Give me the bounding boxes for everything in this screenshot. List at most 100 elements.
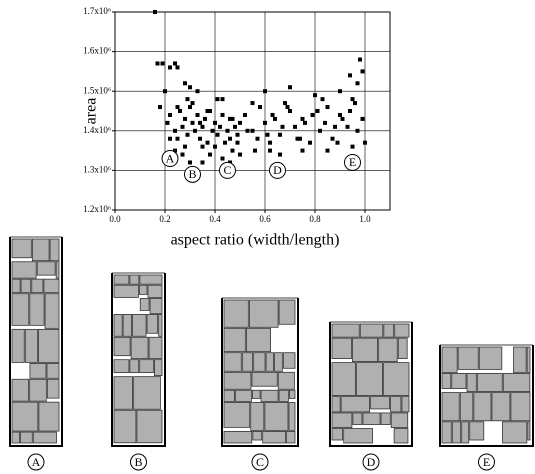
module	[32, 431, 57, 444]
point	[355, 128, 360, 133]
point	[220, 112, 225, 117]
point	[198, 136, 202, 141]
annotation-circle	[161, 150, 179, 168]
point	[338, 89, 342, 94]
point	[155, 61, 160, 66]
point	[258, 105, 262, 110]
module	[136, 409, 163, 444]
module	[46, 378, 60, 399]
point	[313, 93, 317, 98]
y-tick-label: 1.3x10⁶	[83, 164, 111, 174]
module	[352, 337, 379, 363]
point	[163, 89, 167, 94]
module	[235, 389, 252, 402]
module	[397, 337, 408, 360]
point	[283, 101, 287, 106]
point	[200, 124, 205, 129]
module	[29, 378, 47, 402]
module	[139, 359, 154, 374]
module	[223, 371, 252, 390]
point	[363, 140, 367, 145]
module	[370, 396, 390, 410]
point	[238, 152, 242, 157]
module	[362, 412, 381, 425]
point	[340, 116, 345, 121]
point	[193, 128, 197, 133]
module	[253, 352, 266, 372]
module	[113, 336, 131, 357]
module	[401, 396, 410, 413]
point	[345, 124, 350, 129]
point	[203, 116, 207, 121]
module	[11, 238, 32, 259]
module	[476, 372, 503, 392]
annotation-circle	[344, 153, 361, 171]
x-tick-label: 0.4	[209, 214, 221, 224]
module	[241, 352, 254, 372]
point	[308, 140, 312, 145]
annotation: B	[188, 167, 196, 181]
module	[380, 412, 391, 425]
point	[188, 85, 192, 90]
module	[49, 238, 60, 262]
point	[315, 109, 320, 113]
point	[188, 105, 192, 110]
module	[133, 376, 161, 410]
module	[29, 363, 47, 379]
point	[220, 156, 225, 161]
module	[223, 352, 242, 372]
point	[228, 136, 232, 141]
module	[441, 392, 460, 422]
point	[353, 101, 357, 106]
point	[288, 85, 292, 90]
module	[383, 362, 410, 396]
y-axis-label: area	[83, 98, 100, 125]
module	[122, 314, 132, 337]
point	[278, 132, 282, 137]
module	[394, 323, 410, 338]
point	[200, 144, 205, 149]
point	[298, 136, 302, 141]
annotation: E	[349, 155, 356, 169]
module	[527, 421, 531, 441]
x-tick-label: 0.0	[109, 214, 121, 224]
label-circle	[478, 453, 495, 471]
module	[130, 336, 149, 360]
point	[195, 89, 200, 94]
point	[348, 109, 352, 113]
point	[270, 112, 275, 117]
point	[278, 152, 282, 157]
point	[183, 81, 187, 86]
module	[286, 430, 296, 444]
module	[441, 372, 452, 389]
point	[250, 101, 255, 106]
module	[248, 299, 279, 328]
module	[510, 392, 531, 422]
point	[355, 81, 360, 86]
floorplan-outline	[439, 345, 534, 447]
module	[288, 389, 296, 399]
annotation-circle	[184, 165, 201, 183]
module	[331, 362, 356, 396]
module	[158, 314, 163, 337]
point	[228, 116, 232, 121]
module	[223, 402, 251, 428]
point	[180, 124, 185, 129]
point	[285, 105, 290, 110]
module	[274, 352, 283, 372]
point	[268, 140, 272, 145]
module	[513, 346, 527, 373]
floorplan-outline	[9, 237, 63, 447]
module	[250, 402, 265, 431]
module	[262, 430, 287, 444]
annotation: A	[166, 151, 175, 165]
point	[183, 144, 187, 149]
point	[253, 148, 257, 153]
module	[264, 402, 289, 431]
point	[230, 116, 235, 121]
module	[383, 323, 395, 338]
module	[223, 430, 253, 444]
point	[205, 109, 210, 113]
module	[20, 278, 32, 294]
